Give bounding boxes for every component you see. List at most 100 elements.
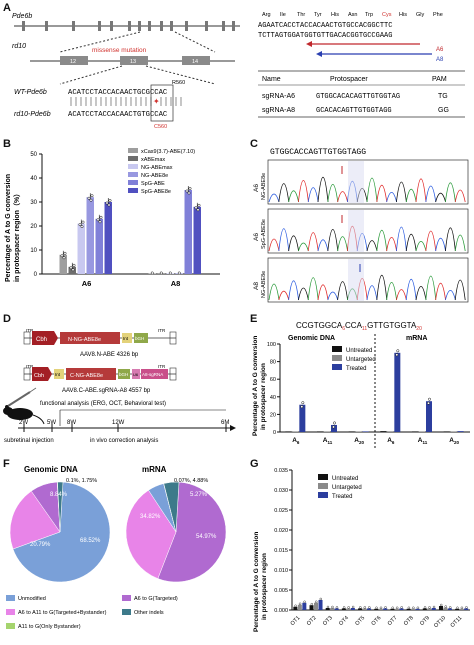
- g-xgroup-label: OT10: [433, 615, 447, 629]
- g-point: [294, 604, 297, 608]
- e-legend-swatch: [332, 355, 342, 361]
- table-header-name: Name: [262, 76, 281, 83]
- panel-label-c: C: [250, 138, 258, 150]
- svg-text:2W: 2W: [19, 420, 28, 426]
- e-title-dna: Genomic DNA: [288, 335, 335, 342]
- g-point: [440, 603, 443, 607]
- g-xgroup-label: OT8: [403, 615, 415, 627]
- f-rna-pct: 0.07%, 4.88%: [174, 478, 208, 484]
- c-row-group: A8: [253, 282, 260, 290]
- c-peak: [435, 282, 446, 301]
- c-peak: [405, 233, 417, 252]
- g-bar: [297, 604, 302, 610]
- b-legend-swatch: [128, 156, 138, 161]
- c-peak: [415, 241, 427, 252]
- b-bar: [193, 206, 201, 274]
- g-ytick-label: 0.000: [274, 608, 288, 614]
- g-bar: [411, 608, 416, 610]
- b-ylabel-2: in protospacer region（%）: [13, 190, 21, 282]
- b-legend-swatch: [128, 148, 138, 153]
- g-point: [379, 606, 383, 610]
- c-peak: [454, 189, 466, 203]
- c-peak: [454, 279, 466, 301]
- c-peak: [317, 284, 329, 301]
- g-ytick-label: 0.020: [274, 528, 288, 534]
- f-legend-label: Unmodified: [18, 596, 46, 602]
- g-point: [384, 606, 387, 609]
- guide-a6-arrowhead: [306, 41, 312, 47]
- int-label-1: Int: [123, 336, 129, 341]
- c-peak: [327, 184, 339, 203]
- g-bar: [394, 608, 399, 610]
- c-peak: [268, 238, 280, 252]
- g-ytick-label: 0.025: [274, 508, 288, 514]
- g-bar: [325, 608, 330, 610]
- table-row-name: sgRNA-A6: [262, 93, 295, 100]
- g-legend-swatch: [318, 474, 328, 480]
- b-point: [194, 206, 198, 210]
- g-xgroup-label: OT11: [450, 615, 464, 629]
- f-legend-swatch: [122, 595, 131, 601]
- c-peak: [278, 183, 290, 203]
- syringe-icon: [7, 387, 37, 407]
- table-row-name: sgRNA-A8: [262, 107, 295, 114]
- g-point: [359, 606, 362, 609]
- e-xgroup-label: A11: [418, 437, 428, 445]
- panel-label-b: B: [3, 138, 11, 150]
- g-legend-label: Treated: [332, 494, 352, 500]
- g-point: [460, 606, 464, 610]
- b-point: [62, 256, 66, 260]
- g-xgroup-label: OT6: [371, 615, 383, 627]
- g-bar: [358, 608, 363, 610]
- e-point: [396, 349, 400, 353]
- b-point: [107, 203, 111, 207]
- zoom-line-2-left: [59, 65, 123, 85]
- e-legend-label: Untreated: [346, 348, 372, 354]
- c-peak: [366, 240, 378, 252]
- svg-text:12W: 12W: [112, 420, 125, 426]
- g-bar: [383, 608, 388, 610]
- panel-label-e: E: [250, 313, 258, 325]
- guide-a8-label: A8: [436, 57, 444, 63]
- e-ytick-label: 100: [267, 342, 276, 348]
- allele-name: rd10: [12, 43, 26, 50]
- f-pie-slice-dna: [9, 490, 61, 550]
- table-row-pam: GG: [438, 107, 449, 114]
- e-bar: [457, 431, 464, 432]
- bgh-label-1: bGH: [135, 336, 144, 341]
- c-trace-frame: [267, 159, 469, 205]
- svg-text:Arg: Arg: [262, 12, 271, 18]
- e-legend-swatch: [332, 364, 342, 370]
- b-point: [177, 271, 181, 275]
- b-bar: [77, 223, 85, 274]
- gene-name: Pde6b: [12, 13, 32, 20]
- b-point: [87, 196, 91, 200]
- b-point: [60, 254, 64, 258]
- f-dna-pct: 8.84%: [50, 492, 68, 498]
- e-ytick-label: 20: [270, 412, 276, 418]
- b-point: [69, 266, 73, 270]
- b-point: [105, 201, 109, 205]
- c-peak: [268, 193, 280, 203]
- f-pie-slice-dna: [12, 481, 111, 583]
- b-point: [108, 199, 112, 202]
- g-point: [391, 606, 394, 610]
- e-legend-swatch: [332, 346, 342, 352]
- g-bar: [464, 608, 469, 610]
- f-legend-label: Other indels: [134, 610, 164, 616]
- b-group-label: A8: [171, 279, 181, 288]
- g-bar: [330, 608, 335, 610]
- zoom-line-left: [59, 31, 141, 53]
- sgrna-block: [141, 369, 168, 379]
- g-bar: [318, 600, 323, 610]
- panel-a: Pde6b rd10 missense mutation 12 13 14 R5…: [12, 12, 465, 130]
- b-legend-swatch: [128, 188, 138, 193]
- f-legend-label: A11 to G(Only Bystander): [18, 624, 81, 630]
- vec2-caption: AAV8.C-ABE.sgRNA-A8 4557 bp: [62, 388, 151, 394]
- f-title-dna: Genomic DNA: [24, 465, 78, 474]
- n-ng-abe8e-label: N-NG-ABE8e: [68, 337, 101, 343]
- b-point: [99, 215, 103, 219]
- e-point: [332, 425, 335, 429]
- g-point: [400, 606, 403, 609]
- g-point: [326, 605, 330, 609]
